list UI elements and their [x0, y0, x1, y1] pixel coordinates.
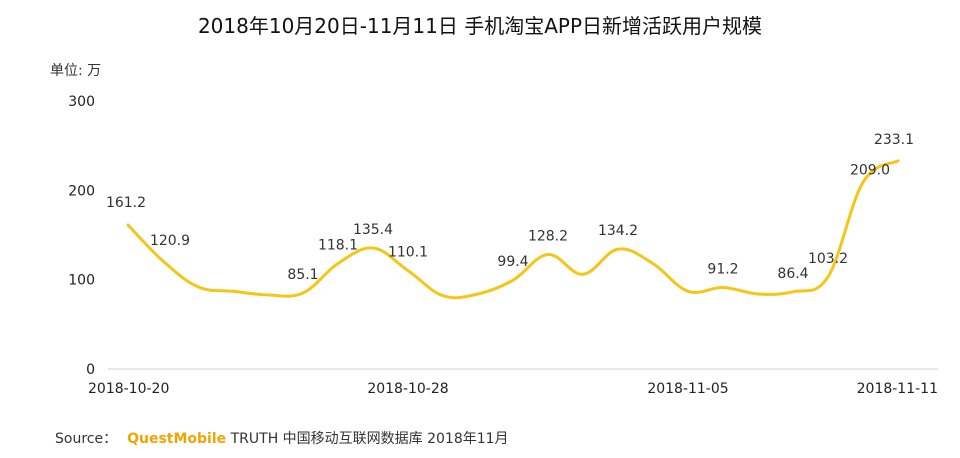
x-tick-label: 2018-11-05	[647, 381, 728, 397]
unit-label: 单位: 万	[50, 63, 102, 79]
series-line	[126, 159, 900, 300]
x-tick-label: 2018-10-28	[367, 381, 448, 397]
data-label: 209.0	[850, 162, 890, 178]
source-prefix: Source：	[55, 431, 118, 447]
data-label: 118.1	[318, 238, 358, 254]
data-label: 91.2	[707, 262, 738, 278]
chart-title: 2018年10月20日-11月11日 手机淘宝APP日新增活跃用户规模	[197, 14, 763, 38]
x-tick-label: 2018-10-20	[88, 381, 169, 397]
source-line: Source： QuestMobile TRUTH 中国移动互联网数据库 2018…	[55, 428, 509, 448]
source-brand: QuestMobile	[127, 431, 227, 447]
data-label: 134.2	[598, 223, 638, 239]
x-axis-ticks: 2018-10-20 2018-10-28 2018-11-05 2018-11-11	[88, 381, 938, 397]
data-label: 120.9	[150, 233, 190, 249]
data-label: 128.2	[528, 229, 568, 245]
y-axis-ticks: 0 100 200 300	[68, 94, 95, 378]
y-tick-label: 100	[68, 273, 95, 289]
data-label: 85.1	[287, 267, 318, 283]
data-label: 110.1	[388, 245, 428, 261]
x-tick-label: 2018-11-11	[857, 381, 938, 397]
data-label: 99.4	[497, 254, 528, 270]
data-label: 233.1	[874, 132, 914, 148]
data-label: 103.2	[808, 251, 848, 267]
data-label: 86.4	[777, 266, 808, 282]
y-tick-label: 0	[86, 362, 95, 378]
source-text: TRUTH 中国移动互联网数据库 2018年11月	[230, 431, 509, 447]
y-tick-label: 200	[68, 183, 95, 199]
data-label: 135.4	[353, 222, 393, 238]
data-label: 161.2	[106, 195, 146, 211]
y-tick-label: 300	[68, 94, 95, 110]
